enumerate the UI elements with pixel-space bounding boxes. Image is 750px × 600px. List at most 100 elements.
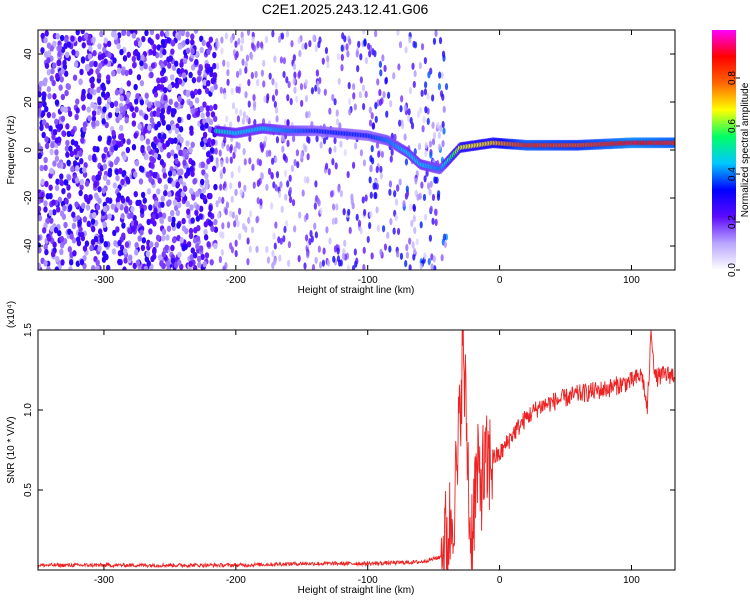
spectrogram-cell — [265, 183, 269, 192]
spectrogram-cell — [67, 110, 73, 117]
spectrogram-cell — [431, 138, 436, 146]
spectrogram-cell — [152, 49, 157, 57]
spectrogram-cell — [409, 203, 413, 211]
spectrogram-cell — [420, 181, 424, 189]
spectrogram-cell — [70, 35, 75, 42]
snr-y-ticks: 0.5 1.0 1.5 — [23, 323, 675, 497]
spectrogram-cell — [226, 60, 230, 69]
spectrogram-cell — [363, 208, 367, 217]
spectrogram-cell — [115, 174, 120, 182]
spectrogram-cell — [100, 91, 106, 98]
spectrogram-cell — [223, 92, 227, 100]
spectrogram-cell — [429, 151, 433, 159]
spectrogram-x-label: Height of straight line (km) — [298, 285, 415, 296]
spectrogram-cell — [203, 221, 208, 228]
spectrogram-cell — [146, 218, 151, 226]
spectrogram-cell — [160, 136, 165, 144]
spectrogram-cell — [82, 216, 88, 223]
spectrogram-cell — [186, 241, 192, 248]
spectrogram-cell — [184, 172, 189, 179]
spectrogram-cell — [418, 192, 422, 200]
spectrogram-cell — [45, 217, 50, 225]
spectrogram-cell — [82, 245, 88, 252]
spectrogram-cell — [233, 220, 237, 228]
spectrogram-cell — [204, 122, 209, 129]
colorbar: 0.0 0.2 0.4 0.6 0.8 Normalized spectral ampl… — [712, 30, 750, 277]
spectrogram-cell — [426, 92, 430, 100]
spectrogram-cell — [336, 53, 340, 61]
spectrogram-cell — [247, 216, 251, 224]
spectrogram-cell — [297, 37, 301, 45]
spectrogram-cell — [47, 92, 52, 100]
spectrogram-cell — [426, 182, 431, 190]
spectrogram-cell — [48, 125, 53, 132]
spectrogram-cell — [44, 62, 50, 69]
spectrogram-cell — [79, 178, 84, 186]
spectrogram-cell — [59, 179, 65, 187]
spectrogram-cell — [81, 202, 86, 209]
spectrogram-cell — [260, 69, 265, 77]
spectrogram-cell — [54, 99, 60, 106]
spectrogram-cell — [439, 124, 443, 133]
spectrogram-cell — [236, 70, 240, 79]
spectrogram-cell — [223, 181, 227, 189]
spectrogram-cell — [109, 101, 115, 109]
spectrogram-cell — [312, 34, 316, 42]
spectrogram-cell — [182, 185, 188, 192]
spectrogram-cell — [63, 106, 68, 113]
spectrogram-cell — [38, 101, 43, 108]
spectrogram-cell — [189, 204, 194, 211]
spectrogram-cell — [432, 132, 437, 140]
spectrogram-x-tick-label: 100 — [623, 275, 640, 286]
spectrogram-cell — [74, 113, 79, 121]
spectrogram-cell — [167, 177, 172, 184]
spectrogram-cell — [210, 225, 215, 232]
spectrogram-cell — [43, 243, 48, 251]
spectrogram-cell — [100, 53, 105, 60]
spectrogram-cell — [166, 37, 171, 44]
spectrogram-cell — [177, 95, 182, 103]
spectrogram-cell — [143, 127, 148, 134]
spectrogram-cell — [185, 31, 190, 38]
spectrogram-cell — [134, 249, 139, 256]
spectrogram-cell — [203, 234, 209, 241]
spectrogram-cell — [49, 75, 54, 82]
spectrogram-cell — [200, 253, 205, 261]
spectrogram-cell — [137, 40, 143, 47]
spectrogram-cell — [429, 205, 433, 213]
spectrogram-cell — [261, 143, 265, 151]
spectrogram-cell — [93, 181, 98, 188]
spectrogram-cell — [57, 44, 63, 52]
spectrogram-cell — [115, 226, 120, 233]
spectrogram-cell — [328, 237, 332, 245]
spectrogram-cell — [370, 112, 374, 120]
spectrogram-cell — [433, 265, 437, 270]
spectrogram-cell — [238, 232, 242, 241]
spectrogram-cell — [412, 247, 417, 255]
spectrogram-cell — [210, 77, 215, 85]
spectrogram-cell — [49, 217, 54, 224]
spectrogram-cell — [115, 106, 120, 114]
spectrogram-cell — [246, 258, 250, 266]
spectrogram-cell — [157, 254, 163, 261]
spectrogram-cell — [234, 53, 238, 61]
spectrogram-cell — [44, 180, 49, 188]
spectrogram-cell — [195, 110, 200, 118]
spectrogram-cell — [129, 30, 135, 34]
spectrogram-cell — [210, 111, 216, 118]
spectrogram-cell — [38, 214, 43, 222]
spectrogram-cell — [63, 179, 69, 186]
spectrogram-cell — [48, 192, 53, 200]
spectrogram-cell — [424, 106, 428, 114]
spectrogram-cell — [364, 57, 368, 65]
snr-series — [38, 330, 675, 570]
spectrogram-cell — [177, 116, 182, 124]
spectrogram-cell — [134, 241, 139, 249]
spectrogram-cell — [107, 51, 112, 59]
spectrogram-cell — [298, 211, 302, 219]
spectrogram-cell — [295, 95, 299, 103]
spectrogram-cell — [379, 69, 383, 77]
spectrogram-cell — [308, 40, 312, 48]
spectrogram-cell — [414, 177, 418, 185]
spectrogram-cell — [205, 151, 211, 158]
